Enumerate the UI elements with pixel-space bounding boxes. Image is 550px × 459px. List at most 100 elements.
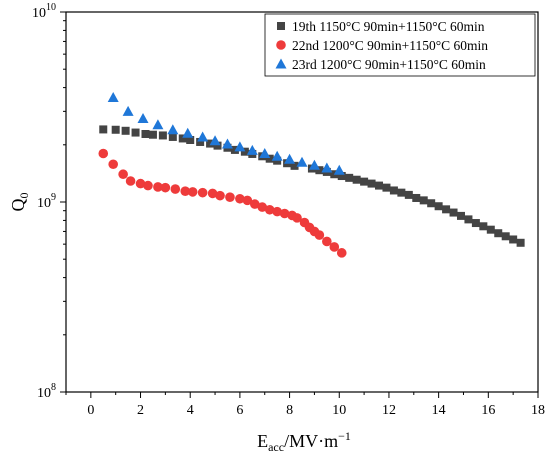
x-tick-label: 8 (286, 403, 293, 418)
data-point (271, 150, 283, 161)
data-point (122, 105, 134, 116)
data-point (412, 193, 421, 202)
data-point (509, 235, 518, 244)
data-point (246, 144, 258, 155)
data-point (180, 186, 191, 196)
data-point (292, 213, 302, 223)
x-tick-label: 0 (87, 403, 94, 418)
data-point (494, 229, 503, 238)
data-point (296, 156, 308, 167)
data-point (240, 147, 249, 156)
y-tick-label: 1010 (32, 2, 56, 21)
legend-marker (276, 40, 286, 50)
data-point (135, 178, 146, 189)
data-point (221, 138, 233, 149)
x-tick-label: 2 (137, 403, 144, 418)
data-point (284, 153, 296, 164)
data-point (308, 159, 320, 170)
data-point (419, 196, 428, 205)
data-point (167, 124, 179, 135)
data-point (471, 219, 480, 228)
x-tick-label: 10 (332, 403, 346, 418)
x-tick-label: 14 (432, 403, 446, 418)
data-point (272, 206, 282, 217)
legend-label: 22nd 1200°C 90min+1150°C 60min (292, 38, 488, 53)
data-point (389, 186, 398, 195)
data-point (352, 175, 361, 184)
data-point (337, 172, 346, 181)
data-point (329, 242, 340, 252)
data-point (168, 132, 177, 141)
data-point (98, 148, 109, 159)
legend-marker (277, 22, 285, 30)
data-point (160, 182, 171, 193)
data-point (367, 179, 376, 188)
data-point (213, 141, 222, 150)
x-axis-ticks: 0 2 4 6 8 10 12 14 16 18 (65, 392, 545, 418)
data-point (152, 119, 164, 130)
y-axis-ticks: 108 109 1010 (32, 2, 66, 401)
data-point (187, 187, 198, 197)
data-point (257, 202, 268, 212)
y-axis-title: Q0 (8, 193, 31, 212)
data-point (137, 113, 149, 124)
x-tick-label: 16 (481, 403, 495, 418)
data-point (360, 177, 369, 186)
data-point (442, 205, 451, 214)
data-series (98, 91, 525, 258)
data-point (108, 159, 118, 170)
data-point (170, 184, 181, 194)
data-point (382, 183, 391, 192)
data-point (225, 192, 235, 202)
y-tick-label: 109 (37, 192, 56, 211)
data-point (182, 127, 194, 138)
data-point (375, 181, 384, 190)
data-point (250, 199, 260, 209)
data-point (464, 215, 473, 224)
data-point (397, 188, 406, 197)
data-point (345, 173, 354, 182)
data-point (207, 188, 218, 199)
data-point (215, 190, 225, 201)
data-point (234, 141, 246, 152)
data-point (265, 154, 274, 163)
data-point (516, 238, 525, 247)
data-point (264, 204, 275, 215)
data-point (141, 129, 150, 138)
data-point (197, 131, 209, 142)
data-point (336, 248, 347, 258)
legend: 19th 1150°C 90min+1150°C 60min 22nd 1200°… (264, 13, 536, 77)
data-point (148, 130, 157, 139)
x-tick-label: 18 (531, 403, 545, 418)
data-point (143, 180, 153, 191)
legend-label: 23rd 1200°C 90min+1150°C 60min (292, 57, 486, 72)
legend-marker (275, 58, 287, 69)
data-point (456, 211, 465, 220)
x-tick-label: 6 (236, 403, 243, 418)
data-point (153, 182, 163, 192)
data-point (118, 169, 128, 180)
data-point (501, 232, 510, 241)
data-point (131, 128, 140, 137)
series-triangle (107, 91, 345, 175)
data-point (449, 208, 458, 217)
data-point (121, 126, 130, 135)
data-point (125, 176, 136, 186)
series-circle (98, 148, 347, 258)
data-point (111, 125, 120, 134)
data-point (427, 199, 436, 208)
data-point (235, 193, 245, 204)
data-point (158, 131, 167, 140)
data-point (404, 190, 413, 199)
x-tick-label: 4 (187, 403, 194, 418)
data-point (196, 137, 205, 146)
data-point (479, 222, 488, 231)
data-point (315, 166, 324, 175)
data-point (290, 161, 299, 170)
data-point (279, 208, 290, 219)
data-point (333, 164, 345, 175)
data-point (99, 125, 108, 134)
data-point (322, 236, 332, 247)
data-point (434, 202, 443, 211)
legend-box (264, 13, 536, 77)
